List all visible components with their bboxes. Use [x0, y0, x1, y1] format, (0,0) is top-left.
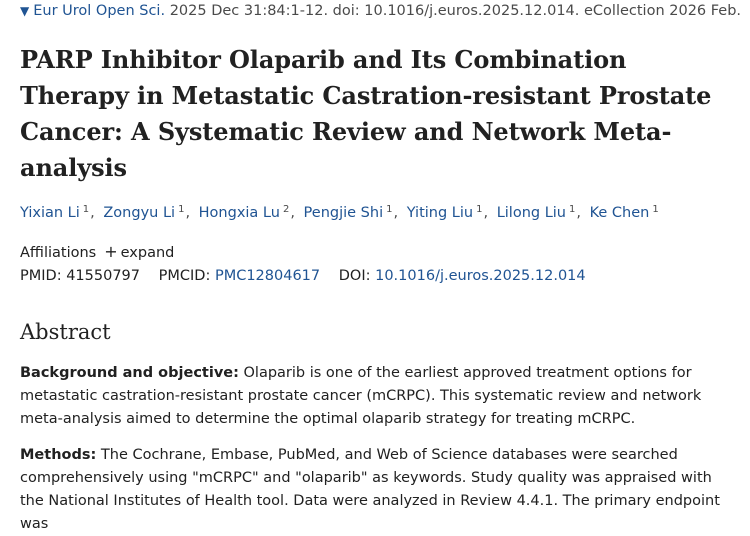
methods-text: The Cochrane, Embase, PubMed, and Web of…	[20, 447, 720, 532]
title-line: analysis	[20, 153, 127, 182]
methods-paragraph: Methods: The Cochrane, Embase, PubMed, a…	[20, 444, 735, 536]
author-link[interactable]: Yixian Li	[20, 205, 80, 221]
background-label: Background and objective:	[20, 365, 239, 381]
affiliation-ref[interactable]: 1	[82, 204, 90, 215]
author: Yixian Li 1	[20, 204, 90, 221]
expand-label: expand	[120, 245, 175, 261]
chevron-down-icon[interactable]: ▼	[20, 4, 30, 18]
author-list: Yixian Li 1, Zongyu Li 1, Hongxia Lu 2, Pen…	[20, 204, 659, 221]
title-line: Therapy in Metastatic Castration-resista…	[20, 81, 712, 110]
pmcid-label: PMCID:	[158, 268, 211, 284]
methods-label: Methods:	[20, 447, 97, 463]
author: Ke Chen 1	[589, 204, 659, 221]
affiliations-label: Affiliations	[20, 245, 97, 261]
doi-link[interactable]: 10.1016/j.euros.2025.12.014	[375, 268, 586, 284]
affiliation-ref[interactable]: 2	[282, 204, 290, 215]
title-line: PARP Inhibitor Olaparib and Its Combinat…	[20, 45, 627, 74]
affiliations-toggle[interactable]: Affiliations + expand	[20, 242, 174, 261]
background-paragraph: Background and objective: Olaparib is on…	[20, 362, 735, 431]
identifier-line: PMID: 41550797 PMCID: PMC12804617 DOI: 1…	[20, 268, 586, 284]
author: Lilong Liu 1	[496, 204, 576, 221]
background-text: Olaparib is one of the earliest approved…	[20, 365, 702, 427]
affiliation-ref[interactable]: 1	[569, 204, 576, 215]
article-title: PARP Inhibitor Olaparib and Its Combinat…	[20, 42, 735, 186]
affiliation-ref[interactable]: 1	[652, 204, 659, 215]
author-link[interactable]: Lilong Liu	[496, 205, 566, 221]
doi-label: DOI:	[338, 268, 371, 284]
citation-line: ▼ Eur Urol Open Sci. 2025 Dec 31:84:1-12.…	[20, 3, 741, 19]
abstract-heading: Abstract	[20, 320, 111, 344]
pmcid-link[interactable]: PMC12804617	[214, 268, 321, 284]
author-link[interactable]: Pengjie Shi	[303, 205, 384, 221]
journal-link[interactable]: Eur Urol Open Sci.	[33, 3, 166, 19]
affiliation-ref[interactable]: 1	[386, 204, 393, 215]
affiliation-ref[interactable]: 1	[476, 204, 483, 215]
plus-icon: +	[104, 242, 118, 261]
author-link[interactable]: Zongyu Li	[103, 205, 176, 221]
author-link[interactable]: Yiting Liu	[406, 205, 474, 221]
pmid-label: PMID:	[20, 268, 62, 284]
author-link[interactable]: Ke Chen	[589, 205, 650, 221]
title-line: Cancer: A Systematic Review and Network …	[20, 117, 672, 146]
citation-details: 2025 Dec 31:84:1-12. doi: 10.1016/j.euro…	[169, 3, 742, 19]
pmid-value: 41550797	[66, 268, 141, 284]
author: Pengjie Shi 1	[303, 204, 393, 221]
author: Hongxia Lu 2	[198, 204, 290, 221]
author-link[interactable]: Hongxia Lu	[198, 205, 280, 221]
affiliation-ref[interactable]: 1	[178, 204, 185, 215]
author: Yiting Liu 1	[406, 204, 483, 221]
author: Zongyu Li 1	[103, 204, 185, 221]
article-page: ▼ Eur Urol Open Sci. 2025 Dec 31:84:1-12.…	[20, 3, 741, 532]
